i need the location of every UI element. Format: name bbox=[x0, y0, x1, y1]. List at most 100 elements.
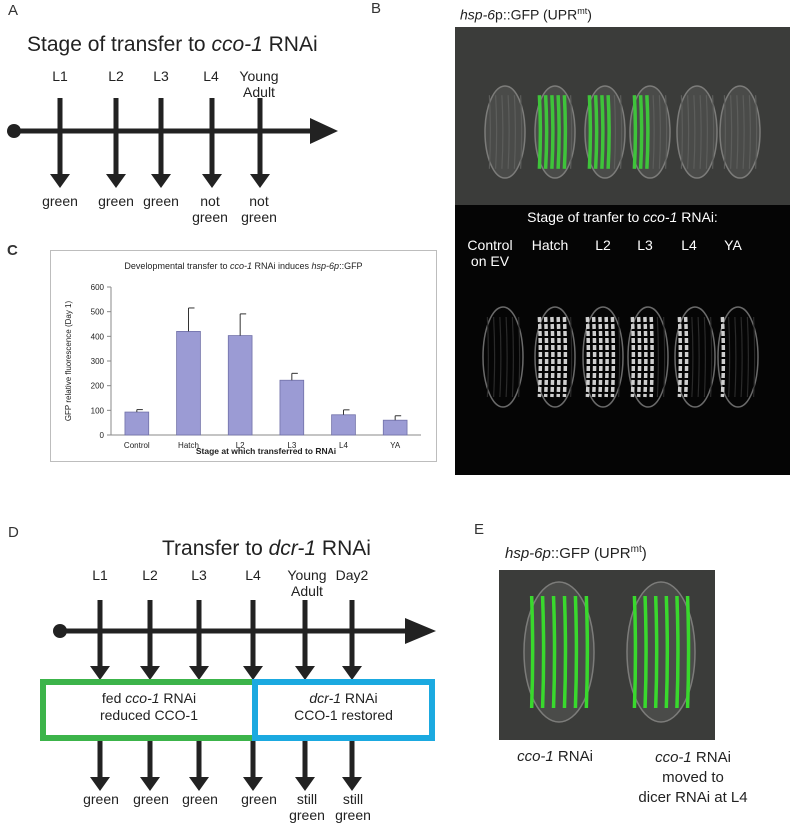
d-arrow-top-3-head bbox=[189, 666, 209, 680]
e-worm-stripe-2-3 bbox=[664, 595, 670, 709]
panel-e-micrograph bbox=[499, 570, 715, 740]
b-gfp-worm-stripe-6-1 bbox=[728, 316, 731, 398]
e-worm-stripe-2-2 bbox=[653, 595, 659, 709]
b-merge-worm-stripe-1-2 bbox=[501, 95, 504, 169]
b-gfp-worm-stripe-6-0 bbox=[720, 316, 726, 398]
bar-YA bbox=[382, 419, 408, 436]
panel-b-worms-gfp bbox=[482, 306, 759, 408]
a-stage-1: L1 bbox=[52, 68, 68, 84]
d-stage-3: L3 bbox=[191, 567, 207, 583]
b-merge-worm-stripe-2-0 bbox=[537, 95, 543, 169]
d-arrow-bottom-3-head bbox=[189, 777, 209, 791]
b-gfp-worm-stripe-2-0 bbox=[537, 316, 543, 398]
b-lane-ya: YA bbox=[724, 237, 742, 253]
b-merge-worm-stripe-5-4 bbox=[705, 95, 708, 169]
b-merge-worm-outline-5 bbox=[676, 85, 718, 179]
d-outcome-5: still green bbox=[289, 791, 325, 823]
b-merge-worm-stripe-6-2 bbox=[736, 95, 739, 169]
e-worm-stripe-2-5 bbox=[685, 595, 691, 709]
b-gfp-worm-2 bbox=[534, 306, 576, 408]
b-gfp-worm-stripe-5-3 bbox=[697, 316, 700, 398]
b-merge-worm-stripe-5-3 bbox=[699, 95, 702, 169]
bar-L2 bbox=[227, 335, 253, 436]
y-tick-label: 500 bbox=[91, 308, 105, 317]
a-outcome-3: green bbox=[143, 193, 179, 209]
b-gfp-worm-5 bbox=[674, 306, 716, 408]
a-outcome-4: not green bbox=[192, 193, 228, 225]
x-axis-label: Stage at which transferred to RNAi bbox=[196, 446, 336, 456]
b-merge-worm-stripe-6-1 bbox=[730, 95, 733, 169]
b-merge-worm-stripe-5-1 bbox=[687, 95, 690, 169]
b-gfp-worm-6 bbox=[717, 306, 759, 408]
b-lane-hatch: Hatch bbox=[531, 237, 569, 253]
d-stage-2: L2 bbox=[142, 567, 158, 583]
b-gfp-worm-stripe-5-0 bbox=[677, 316, 683, 398]
b-gfp-worm-stripe-2-2 bbox=[550, 316, 555, 398]
panel-c-chart-frame: Developmental transfer to cco-1 RNAi ind… bbox=[50, 250, 437, 462]
b-lane-control: Control on EV bbox=[467, 237, 513, 269]
x-tick-label-Control: Control bbox=[124, 441, 150, 450]
d-arrow-bottom-5-head bbox=[295, 777, 315, 791]
b-merge-worm-stripe-5-5 bbox=[712, 95, 715, 169]
b-merge-worm-stripe-3-2 bbox=[600, 95, 605, 169]
b-gfp-worm-stripe-6-3 bbox=[740, 316, 743, 398]
b-merge-worm-outline-1 bbox=[484, 85, 526, 179]
box-dcr1-rnai: dcr-1 RNAi CCO-1 restored bbox=[252, 679, 435, 741]
panel-b-label: B bbox=[371, 0, 382, 17]
b-gfp-worm-stripe-4-2 bbox=[643, 316, 648, 398]
b-merge-worm-stripe-4-5 bbox=[665, 95, 668, 169]
d-outcome-4: green bbox=[241, 791, 277, 807]
b-merge-worm-stripe-4-4 bbox=[658, 95, 661, 169]
b-gfp-worm-stripe-2-1 bbox=[543, 316, 549, 398]
e-worm-stripe-1-2 bbox=[551, 595, 557, 709]
b-gfp-worm-4 bbox=[627, 306, 669, 408]
a-stage-2: L2 bbox=[108, 68, 124, 84]
b-merge-worm-stripe-6-4 bbox=[748, 95, 751, 169]
a-outcome-1: green bbox=[42, 193, 78, 209]
y-tick-label: 200 bbox=[91, 382, 105, 391]
b-gfp-worm-stripe-4-4 bbox=[656, 316, 659, 398]
d-outcome-1: green bbox=[83, 791, 119, 807]
panel-d-timeline bbox=[53, 600, 436, 791]
d-arrow-bottom-1-head bbox=[90, 777, 110, 791]
d-arrow-top-2-head bbox=[140, 666, 160, 680]
e-caption-right-line3: dicer RNAi at L4 bbox=[638, 789, 748, 806]
d-outcome-2: green bbox=[133, 791, 169, 807]
e-worm-stripe-2-1 bbox=[643, 595, 648, 709]
b-merge-worm-stripe-2-1 bbox=[543, 95, 549, 169]
x-tick-label-L4: L4 bbox=[339, 441, 348, 450]
a-stage-3: L3 bbox=[153, 68, 169, 84]
y-tick-label: 400 bbox=[91, 332, 105, 341]
a-down-arrow-5-head bbox=[250, 174, 270, 188]
y-tick-label: 300 bbox=[91, 357, 105, 366]
b-gfp-worm-stripe-5-4 bbox=[703, 316, 706, 398]
bar-L3 bbox=[279, 379, 305, 436]
b-gfp-worm-outline-2 bbox=[534, 306, 576, 408]
panel-e-worms bbox=[523, 581, 696, 723]
e-worm-1 bbox=[523, 581, 595, 723]
b-gfp-worm-stripe-1-4 bbox=[511, 316, 514, 398]
b-merge-worm-stripe-1-1 bbox=[495, 95, 498, 169]
e-worm-2 bbox=[626, 581, 696, 723]
b-gfp-worm-stripe-1-0 bbox=[486, 316, 489, 398]
bar-Control bbox=[124, 411, 150, 436]
y-tick-label: 100 bbox=[91, 406, 105, 415]
b-merge-worm-stripe-4-2 bbox=[645, 95, 650, 169]
d-stage-4: L4 bbox=[245, 567, 261, 583]
a-stage-5: Young Adult bbox=[239, 68, 279, 100]
b-merge-worm-stripe-6-0 bbox=[723, 95, 726, 169]
d-arrow-top-1-head bbox=[90, 666, 110, 680]
x-tick-label-L3: L3 bbox=[287, 441, 296, 450]
panel-a-label: A bbox=[8, 2, 19, 19]
chart-title: Developmental transfer to cco-1 RNAi ind… bbox=[124, 261, 363, 271]
b-gfp-worm-stripe-1-5 bbox=[518, 316, 521, 398]
d-outcome-3: green bbox=[182, 791, 218, 807]
e-caption-right: cco-1 RNAi moved to dicer RNAi at L4 bbox=[620, 748, 766, 808]
b-merge-worm-stripe-2-2 bbox=[550, 95, 555, 169]
b-merge-worm-stripe-3-3 bbox=[606, 95, 611, 169]
b-merge-worm-stripe-5-0 bbox=[680, 95, 683, 169]
a-down-arrow-1-head bbox=[50, 174, 70, 188]
panel-b-reporter: hsp-6p::GFP (UPRmt) bbox=[460, 6, 592, 23]
e-caption-right-line1: cco-1 RNAi bbox=[655, 749, 731, 766]
b-gfp-worm-outline-3 bbox=[582, 306, 624, 408]
